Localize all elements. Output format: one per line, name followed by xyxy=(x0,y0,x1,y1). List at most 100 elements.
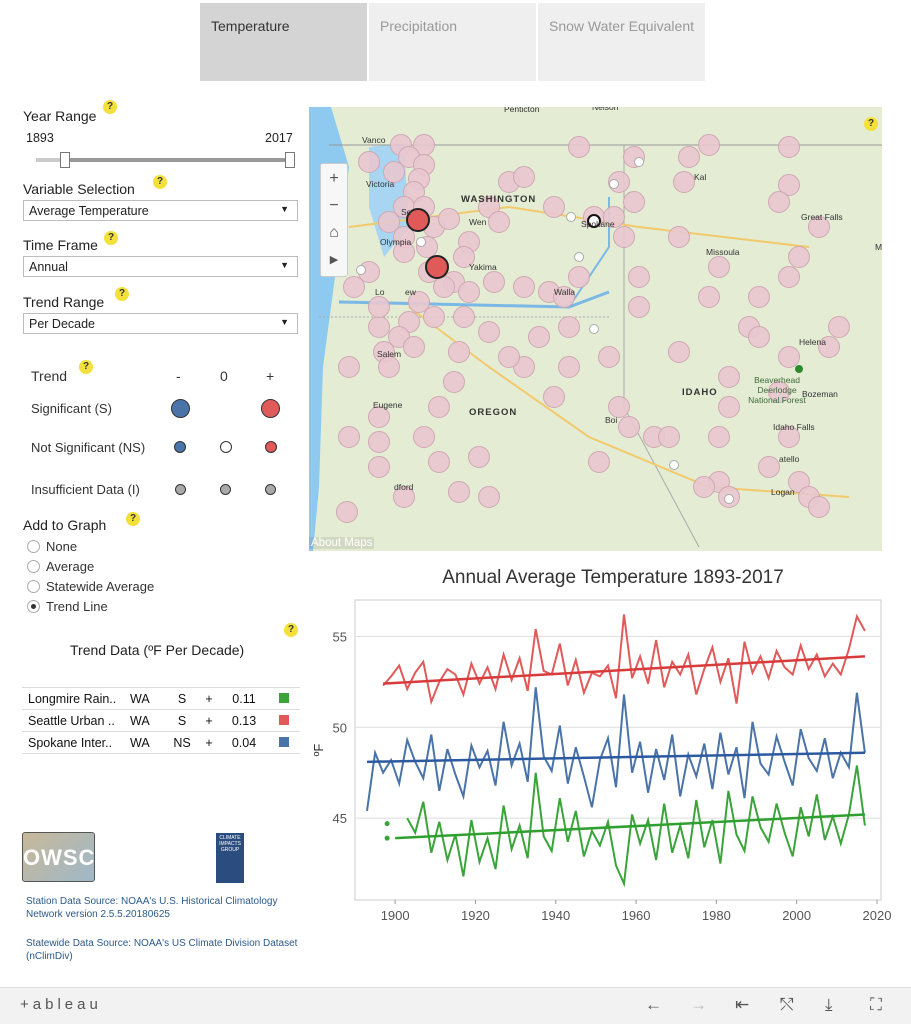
station-dot-insufficient[interactable] xyxy=(818,336,840,358)
trend-range-help-icon[interactable]: ? xyxy=(115,287,129,301)
station-dot-insufficient[interactable] xyxy=(608,396,630,418)
station-dot-insufficient[interactable] xyxy=(698,286,720,308)
station-dot-insufficient[interactable] xyxy=(528,326,550,348)
station-dot-insufficient[interactable] xyxy=(453,246,475,268)
trend-line[interactable] xyxy=(395,813,866,840)
station-dot-insufficient[interactable] xyxy=(808,496,830,518)
trend-line[interactable] xyxy=(383,655,866,685)
tab-precipitation[interactable]: Precipitation xyxy=(369,3,536,81)
station-dot-not-significant[interactable] xyxy=(356,265,366,275)
station-dot-insufficient[interactable] xyxy=(458,281,480,303)
station-dot-insufficient[interactable] xyxy=(368,316,390,338)
station-dot-insufficient[interactable] xyxy=(628,296,650,318)
spokane-station-dot[interactable] xyxy=(587,214,601,228)
station-dot-insufficient[interactable] xyxy=(448,481,470,503)
station-dot-insufficient[interactable] xyxy=(368,456,390,478)
expand-icon[interactable]: ▶ xyxy=(329,254,339,266)
station-dot-insufficient[interactable] xyxy=(658,426,680,448)
station-dot-insufficient[interactable] xyxy=(438,208,460,230)
station-dot-insufficient[interactable] xyxy=(698,134,720,156)
variable-selection-help-icon[interactable]: ? xyxy=(153,175,167,189)
longmire-station-dot[interactable] xyxy=(425,255,449,279)
station-dot-insufficient[interactable] xyxy=(336,501,358,523)
map-canvas[interactable]: Penticton Nelson Vanco Victoria WASHINGTON Se… xyxy=(309,107,882,551)
station-dot-not-significant[interactable] xyxy=(566,212,576,222)
year-range-help-icon[interactable]: ? xyxy=(103,100,117,114)
station-dot-insufficient[interactable] xyxy=(778,426,800,448)
station-dot-insufficient[interactable] xyxy=(693,476,715,498)
station-dot-not-significant[interactable] xyxy=(669,460,679,470)
station-dot-insufficient[interactable] xyxy=(408,291,430,313)
station-dots[interactable] xyxy=(336,134,850,523)
station-dot-insufficient[interactable] xyxy=(433,276,455,298)
station-dot-insufficient[interactable] xyxy=(778,266,800,288)
owsc-logo[interactable]: OWSC xyxy=(22,832,95,882)
station-dot-insufficient[interactable] xyxy=(543,386,565,408)
table-row[interactable]: Spokane Inter.. WA NS + 0.04 xyxy=(22,731,300,754)
station-dot-insufficient[interactable] xyxy=(778,174,800,196)
station-dot-insufficient[interactable] xyxy=(568,266,590,288)
station-dot-insufficient[interactable] xyxy=(718,396,740,418)
station-dot-insufficient[interactable] xyxy=(628,266,650,288)
station-dot-insufficient[interactable] xyxy=(748,286,770,308)
station-dot-insufficient[interactable] xyxy=(768,191,790,213)
station-dot-insufficient[interactable] xyxy=(453,306,475,328)
station-dot-insufficient[interactable] xyxy=(623,191,645,213)
station-dot-insufficient[interactable] xyxy=(558,316,580,338)
station-dot-insufficient[interactable] xyxy=(383,161,405,183)
map-help-icon[interactable]: ? xyxy=(864,117,878,131)
radio-average[interactable]: Average xyxy=(27,559,94,574)
station-dot-insufficient[interactable] xyxy=(393,486,415,508)
station-dot-insufficient[interactable] xyxy=(768,381,790,403)
station-dot-insufficient[interactable] xyxy=(678,146,700,168)
station-dot-insufficient[interactable] xyxy=(788,246,810,268)
station-dot-insufficient[interactable] xyxy=(553,286,575,308)
station-dot-insufficient[interactable] xyxy=(613,226,635,248)
revert-icon[interactable]: ⇤ xyxy=(735,995,750,1014)
undo-icon[interactable]: ← xyxy=(645,995,662,1014)
station-dot-insufficient[interactable] xyxy=(618,416,640,438)
year-range-start-handle[interactable] xyxy=(60,152,70,168)
station-dot-insufficient[interactable] xyxy=(708,256,730,278)
station-dot-insufficient[interactable] xyxy=(748,326,770,348)
radio-circle-selected[interactable] xyxy=(27,600,40,613)
station-dot-insufficient[interactable] xyxy=(423,306,445,328)
station-dot-insufficient[interactable] xyxy=(668,341,690,363)
radio-trend-line[interactable]: Trend Line xyxy=(27,599,108,614)
station-dot-insufficient[interactable] xyxy=(428,396,450,418)
station-dot-insufficient[interactable] xyxy=(778,136,800,158)
station-dot-insufficient[interactable] xyxy=(358,151,380,173)
station-dot-not-significant[interactable] xyxy=(724,494,734,504)
station-dot-not-significant[interactable] xyxy=(609,179,619,189)
series-line[interactable] xyxy=(382,613,866,706)
station-dot-not-significant[interactable] xyxy=(416,237,426,247)
share-icon[interactable]: ⤲ xyxy=(780,995,794,1014)
time-frame-select[interactable]: Annual ▼ xyxy=(23,256,298,277)
home-icon[interactable]: ⌂ xyxy=(329,224,339,241)
station-dot-insufficient[interactable] xyxy=(478,486,500,508)
radio-statewide-average[interactable]: Statewide Average xyxy=(27,579,154,594)
station-dot-insufficient[interactable] xyxy=(498,346,520,368)
variable-select[interactable]: Average Temperature ▼ xyxy=(23,200,298,221)
station-dot-insufficient[interactable] xyxy=(338,356,360,378)
station-dot-insufficient[interactable] xyxy=(338,426,360,448)
fullscreen-icon[interactable]: ⛶ xyxy=(870,995,882,1014)
station-dot-insufficient[interactable] xyxy=(588,451,610,473)
station-dot-insufficient[interactable] xyxy=(673,171,695,193)
tableau-logo[interactable]: +ableau xyxy=(20,996,102,1013)
redo-icon[interactable]: → xyxy=(690,995,707,1014)
station-dot-insufficient[interactable] xyxy=(828,316,850,338)
station-dot-not-significant[interactable] xyxy=(574,252,584,262)
station-dot-insufficient[interactable] xyxy=(443,371,465,393)
series-line[interactable] xyxy=(406,765,866,888)
station-dot-insufficient[interactable] xyxy=(378,211,400,233)
station-dot-insufficient[interactable] xyxy=(448,341,470,363)
station-dot-insufficient[interactable] xyxy=(488,211,510,233)
station-map[interactable]: Penticton Nelson Vanco Victoria WASHINGTON Se… xyxy=(309,107,882,551)
station-dot-insufficient[interactable] xyxy=(558,356,580,378)
station-dot-insufficient[interactable] xyxy=(378,356,400,378)
add-to-graph-help-icon[interactable]: ? xyxy=(126,512,140,526)
station-dot-insufficient[interactable] xyxy=(468,446,490,468)
station-dot-insufficient[interactable] xyxy=(403,336,425,358)
station-dot-insufficient[interactable] xyxy=(668,226,690,248)
